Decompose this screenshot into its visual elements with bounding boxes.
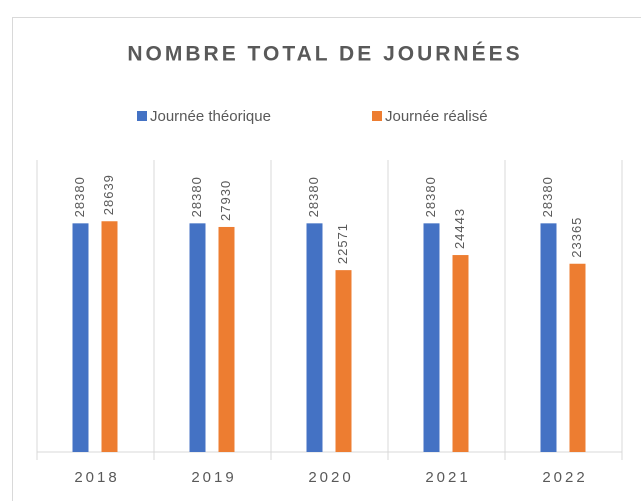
value-label: 28639 <box>101 174 116 215</box>
x-tick-label: 2021 <box>425 469 470 486</box>
x-tick-label: 2020 <box>308 469 353 486</box>
bar <box>540 223 557 452</box>
value-label: 28380 <box>540 176 555 217</box>
legend-label: Journée théorique <box>150 108 271 125</box>
bar <box>569 263 586 452</box>
value-label: 28380 <box>306 176 321 217</box>
value-label: 28380 <box>189 176 204 217</box>
x-tick-label: 2019 <box>191 469 236 486</box>
legend-swatch <box>137 111 147 121</box>
bar <box>101 221 118 452</box>
value-label: 28380 <box>72 176 87 217</box>
value-label: 23365 <box>569 217 584 258</box>
bar <box>306 223 323 452</box>
bar <box>72 223 89 452</box>
value-label: 22571 <box>335 223 350 264</box>
value-label: 27930 <box>218 180 233 221</box>
x-tick-label: 2018 <box>74 469 119 486</box>
bar <box>335 270 352 452</box>
x-tick-label: 2022 <box>542 469 587 486</box>
legend-label: Journée réalisé <box>385 108 488 125</box>
value-label: 24443 <box>452 208 467 249</box>
bar <box>189 223 206 452</box>
bar <box>423 223 440 452</box>
bar <box>218 226 235 452</box>
legend-swatch <box>372 111 382 121</box>
bar <box>452 255 469 452</box>
value-label: 28380 <box>423 176 438 217</box>
chart-title: NOMBRE TOTAL DE JOURNÉES <box>127 43 522 66</box>
